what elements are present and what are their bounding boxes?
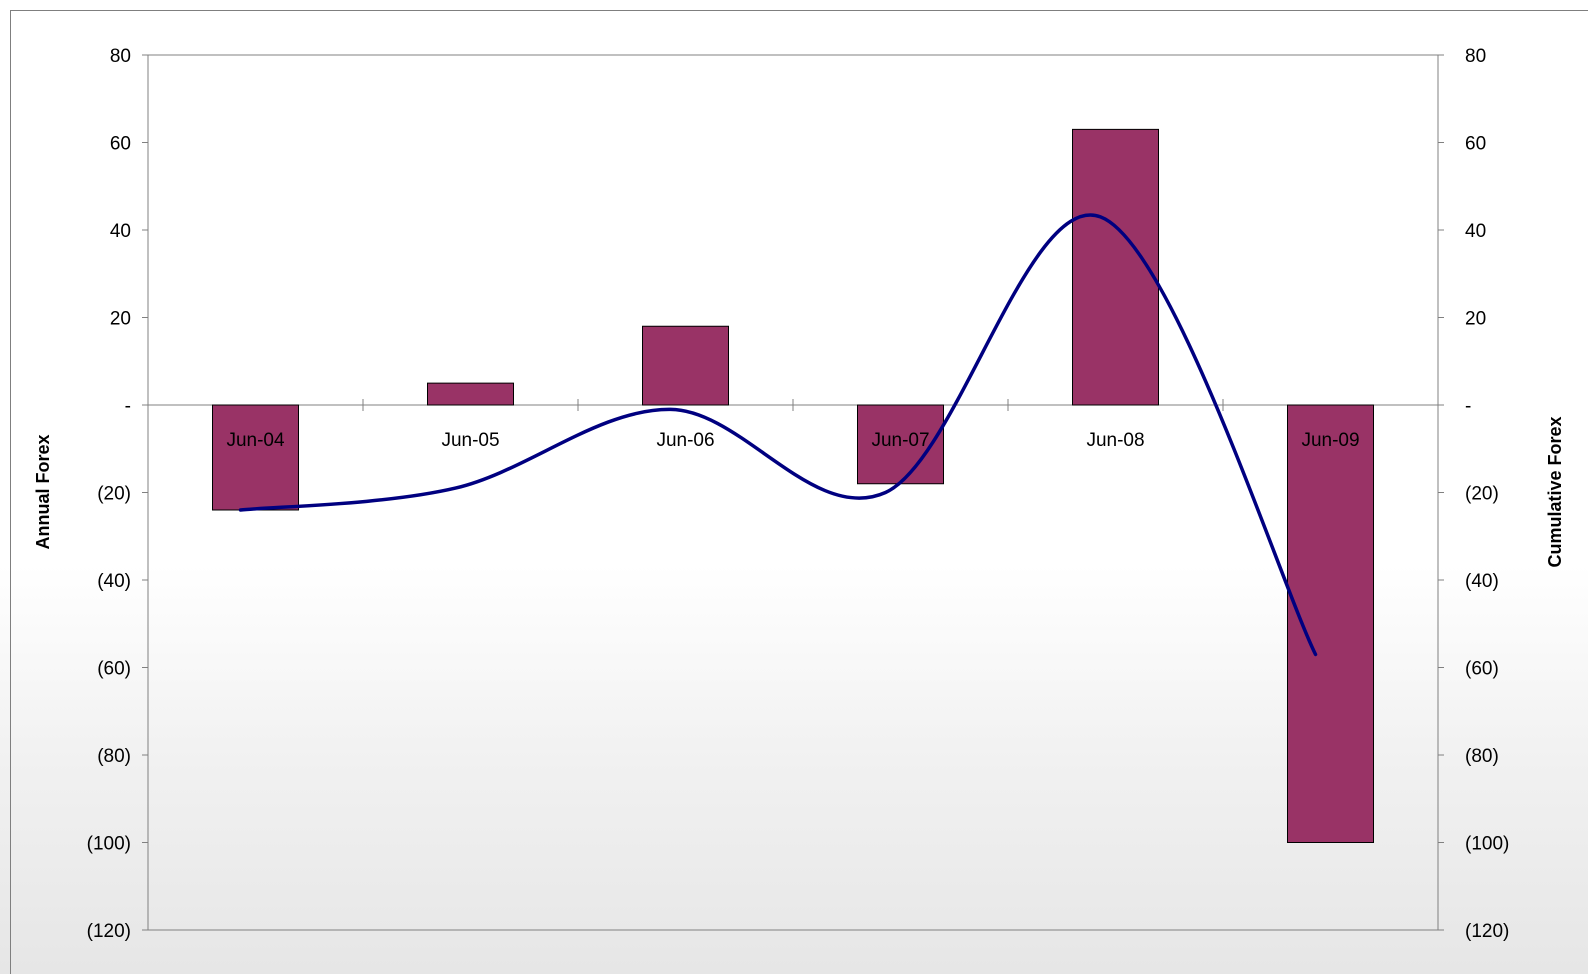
left-tick-label: 20 (110, 309, 131, 330)
left-tick-label: (100) (87, 834, 131, 855)
bar-series (212, 128, 1374, 843)
right-tick-label: 60 (1465, 134, 1486, 155)
left-tick-label: 40 (110, 221, 131, 242)
category-label: Jun-04 (226, 430, 285, 451)
right-tick-label: (120) (1465, 921, 1509, 942)
bar-jun-09 (1287, 404, 1374, 843)
category-label: Jun-08 (1086, 430, 1144, 451)
category-label: Jun-07 (871, 430, 929, 451)
right-tick-labels: 80 60 40 20 - (20) (40) (60) (80) (100) (120) (1438, 46, 1509, 942)
right-tick-label: (60) (1465, 659, 1499, 680)
right-tick-label: 40 (1465, 221, 1486, 242)
category-label: Jun-09 (1301, 430, 1359, 451)
right-tick-label: (80) (1465, 746, 1499, 767)
chart-frame (10, 10, 1588, 974)
right-tick-label: 80 (1465, 46, 1486, 67)
zero-x-axis (147, 399, 1439, 411)
category-label: Jun-06 (656, 430, 714, 451)
bar-jun-04 (212, 404, 299, 511)
right-tick-label: - (1465, 396, 1471, 417)
plot-area (147, 54, 1439, 931)
bar-jun-05 (427, 382, 514, 406)
left-tick-labels: 80 60 40 20 - (20) (40) (60) (80) (100) (120) (87, 46, 148, 942)
left-tick-label: - (125, 396, 131, 417)
left-tick-label: (60) (97, 659, 131, 680)
left-tick-label: (120) (87, 921, 131, 942)
left-tick-label: (40) (97, 571, 131, 592)
category-label: Jun-05 (441, 430, 499, 451)
category-labels: Jun-04 Jun-05 Jun-06 Jun-07 Jun-08 Jun-09 (226, 430, 1359, 451)
left-axis-title: Annual Forex (33, 434, 53, 549)
bar-jun-08 (1072, 128, 1159, 406)
right-tick-label: (40) (1465, 571, 1499, 592)
left-tick-label: (80) (97, 746, 131, 767)
right-tick-label: (100) (1465, 834, 1509, 855)
right-axis-title: Cumulative Forex (1545, 416, 1565, 567)
bar-jun-07 (857, 404, 944, 485)
left-tick-label: 80 (110, 46, 131, 67)
left-tick-label: (20) (97, 484, 131, 505)
right-tick-label: (20) (1465, 484, 1499, 505)
right-tick-label: 20 (1465, 309, 1486, 330)
bar-jun-06 (642, 325, 729, 406)
left-tick-label: 60 (110, 134, 131, 155)
cumulative-forex-line (238, 213, 1318, 657)
